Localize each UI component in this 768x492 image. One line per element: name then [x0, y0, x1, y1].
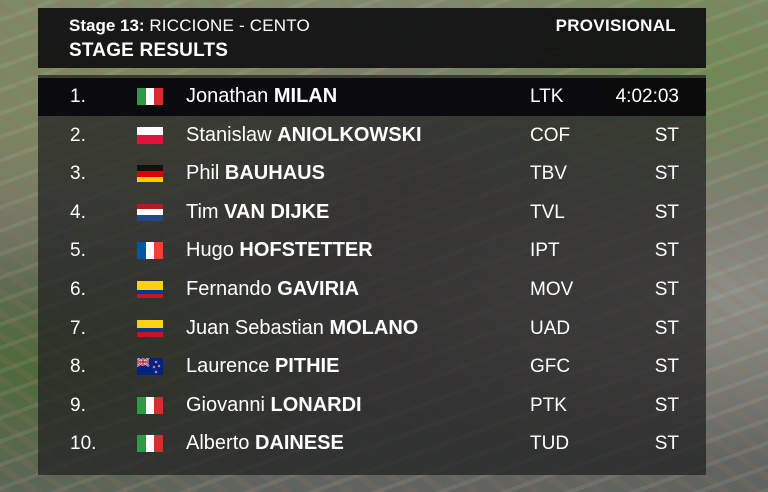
finish-time: ST — [654, 317, 679, 339]
rank-position: 9. — [70, 394, 86, 416]
table-row: 2. Stanislaw ANIOLKOWSKI COF ST — [38, 117, 706, 155]
rank-position: 2. — [70, 124, 86, 146]
results-header: Stage 13: RICCIONE - CENTO PROVISIONAL S… — [38, 8, 706, 68]
team-code: TVL — [530, 201, 565, 223]
stage-line: Stage 13: RICCIONE - CENTO — [69, 16, 310, 36]
rider-last-name: GAVIRIA — [277, 278, 360, 300]
rider-name: Jonathan MILAN — [186, 85, 337, 108]
rider-last-name: LONARDI — [270, 393, 362, 416]
rider-name: Stanislaw ANIOLKOWSKI — [186, 124, 422, 147]
rank-position: 8. — [70, 356, 86, 378]
rank-position: 7. — [70, 317, 86, 339]
rider-name: Laurence PITHIE — [186, 355, 339, 378]
rider-name: Juan Sebastian MOLANO — [186, 317, 418, 340]
table-row: 6. Fernando GAVIRIA MOV ST — [38, 271, 706, 309]
table-row: 10. Alberto DAINESE TUD ST — [38, 425, 706, 463]
table-row: 8. Laurence PITHIE GFC ST — [38, 348, 706, 386]
rider-name: Hugo HOFSTETTER — [186, 239, 373, 262]
rider-last-name: MOLANO — [329, 316, 419, 339]
france-flag-icon — [137, 242, 163, 260]
finish-time: ST — [654, 433, 679, 455]
rank-position: 4. — [70, 201, 86, 223]
rider-last-name: VAN DIJKE — [224, 200, 330, 223]
rider-first-name: Fernando — [186, 278, 272, 300]
rider-first-name: Giovanni — [186, 393, 265, 416]
stage-route: RICCIONE - CENTO — [149, 16, 310, 35]
netherlands-flag-icon — [137, 203, 163, 221]
rank-position: 5. — [70, 240, 86, 262]
rider-name: Giovanni LONARDI — [186, 394, 362, 417]
rank-position: 1. — [70, 86, 86, 107]
colombia-flag-icon — [137, 281, 163, 298]
status-badge: PROVISIONAL — [555, 16, 676, 35]
table-row: 3. Phil BAUHAUS TBV ST — [38, 155, 706, 193]
rider-first-name: Phil — [186, 162, 220, 185]
rider-name: Fernando GAVIRIA — [186, 278, 359, 301]
italy-flag-icon — [137, 435, 163, 453]
rider-last-name: HOFSTETTER — [239, 239, 373, 262]
new-zealand-flag-icon — [137, 358, 163, 376]
rider-first-name: Alberto — [186, 432, 250, 455]
rider-name: Tim VAN DIJKE — [186, 201, 329, 224]
team-code: LTK — [530, 86, 564, 107]
finish-time: ST — [654, 240, 679, 262]
rider-first-name: Tim — [186, 200, 219, 223]
team-code: MOV — [530, 279, 574, 300]
rider-first-name: Jonathan — [186, 85, 269, 107]
germany-flag-icon — [137, 165, 163, 183]
rider-first-name: Laurence — [186, 355, 270, 378]
table-row: 4. Tim VAN DIJKE TVL ST — [38, 194, 706, 232]
italy-flag-icon — [137, 396, 163, 414]
finish-time: ST — [654, 201, 679, 223]
rider-last-name: PITHIE — [274, 355, 340, 378]
rider-first-name: Stanislaw — [186, 123, 272, 146]
page-title: STAGE RESULTS — [69, 40, 229, 61]
finish-time: ST — [654, 163, 679, 185]
team-code: UAD — [530, 317, 571, 339]
team-code: TUD — [530, 433, 570, 455]
table-row: 1. Jonathan MILAN LTK 4:02:03 — [38, 78, 706, 116]
finish-time: ST — [654, 124, 679, 146]
team-code: COF — [530, 124, 571, 146]
finish-time: ST — [654, 356, 679, 378]
rider-first-name: Hugo — [186, 239, 234, 262]
team-code: GFC — [530, 356, 571, 378]
table-row: 5. Hugo HOFSTETTER IPT ST — [38, 232, 706, 270]
rider-name: Phil BAUHAUS — [186, 162, 325, 185]
rank-position: 10. — [70, 433, 97, 455]
team-code: TBV — [530, 163, 567, 185]
rider-last-name: ANIOLKOWSKI — [277, 123, 422, 146]
rider-last-name: BAUHAUS — [224, 162, 325, 185]
poland-flag-icon — [137, 126, 163, 144]
italy-flag-icon — [137, 88, 163, 105]
rider-first-name: Juan Sebastian — [186, 316, 324, 339]
rider-name: Alberto DAINESE — [186, 432, 344, 455]
finish-time: 4:02:03 — [615, 86, 679, 107]
rank-position: 3. — [70, 163, 86, 185]
stage-label: Stage 13: — [69, 16, 145, 35]
rider-last-name: DAINESE — [254, 432, 344, 455]
results-table: 1. Jonathan MILAN LTK 4:02:03 2. Stanislaw AN… — [38, 75, 706, 475]
team-code: IPT — [530, 240, 560, 262]
finish-time: ST — [654, 279, 679, 300]
table-row: 9. Giovanni LONARDI PTK ST — [38, 387, 706, 425]
rank-position: 6. — [70, 279, 86, 300]
rider-last-name: MILAN — [273, 85, 338, 107]
team-code: PTK — [530, 394, 567, 416]
colombia-flag-icon — [137, 319, 163, 337]
table-row: 7. Juan Sebastian MOLANO UAD ST — [38, 310, 706, 348]
finish-time: ST — [654, 394, 679, 416]
